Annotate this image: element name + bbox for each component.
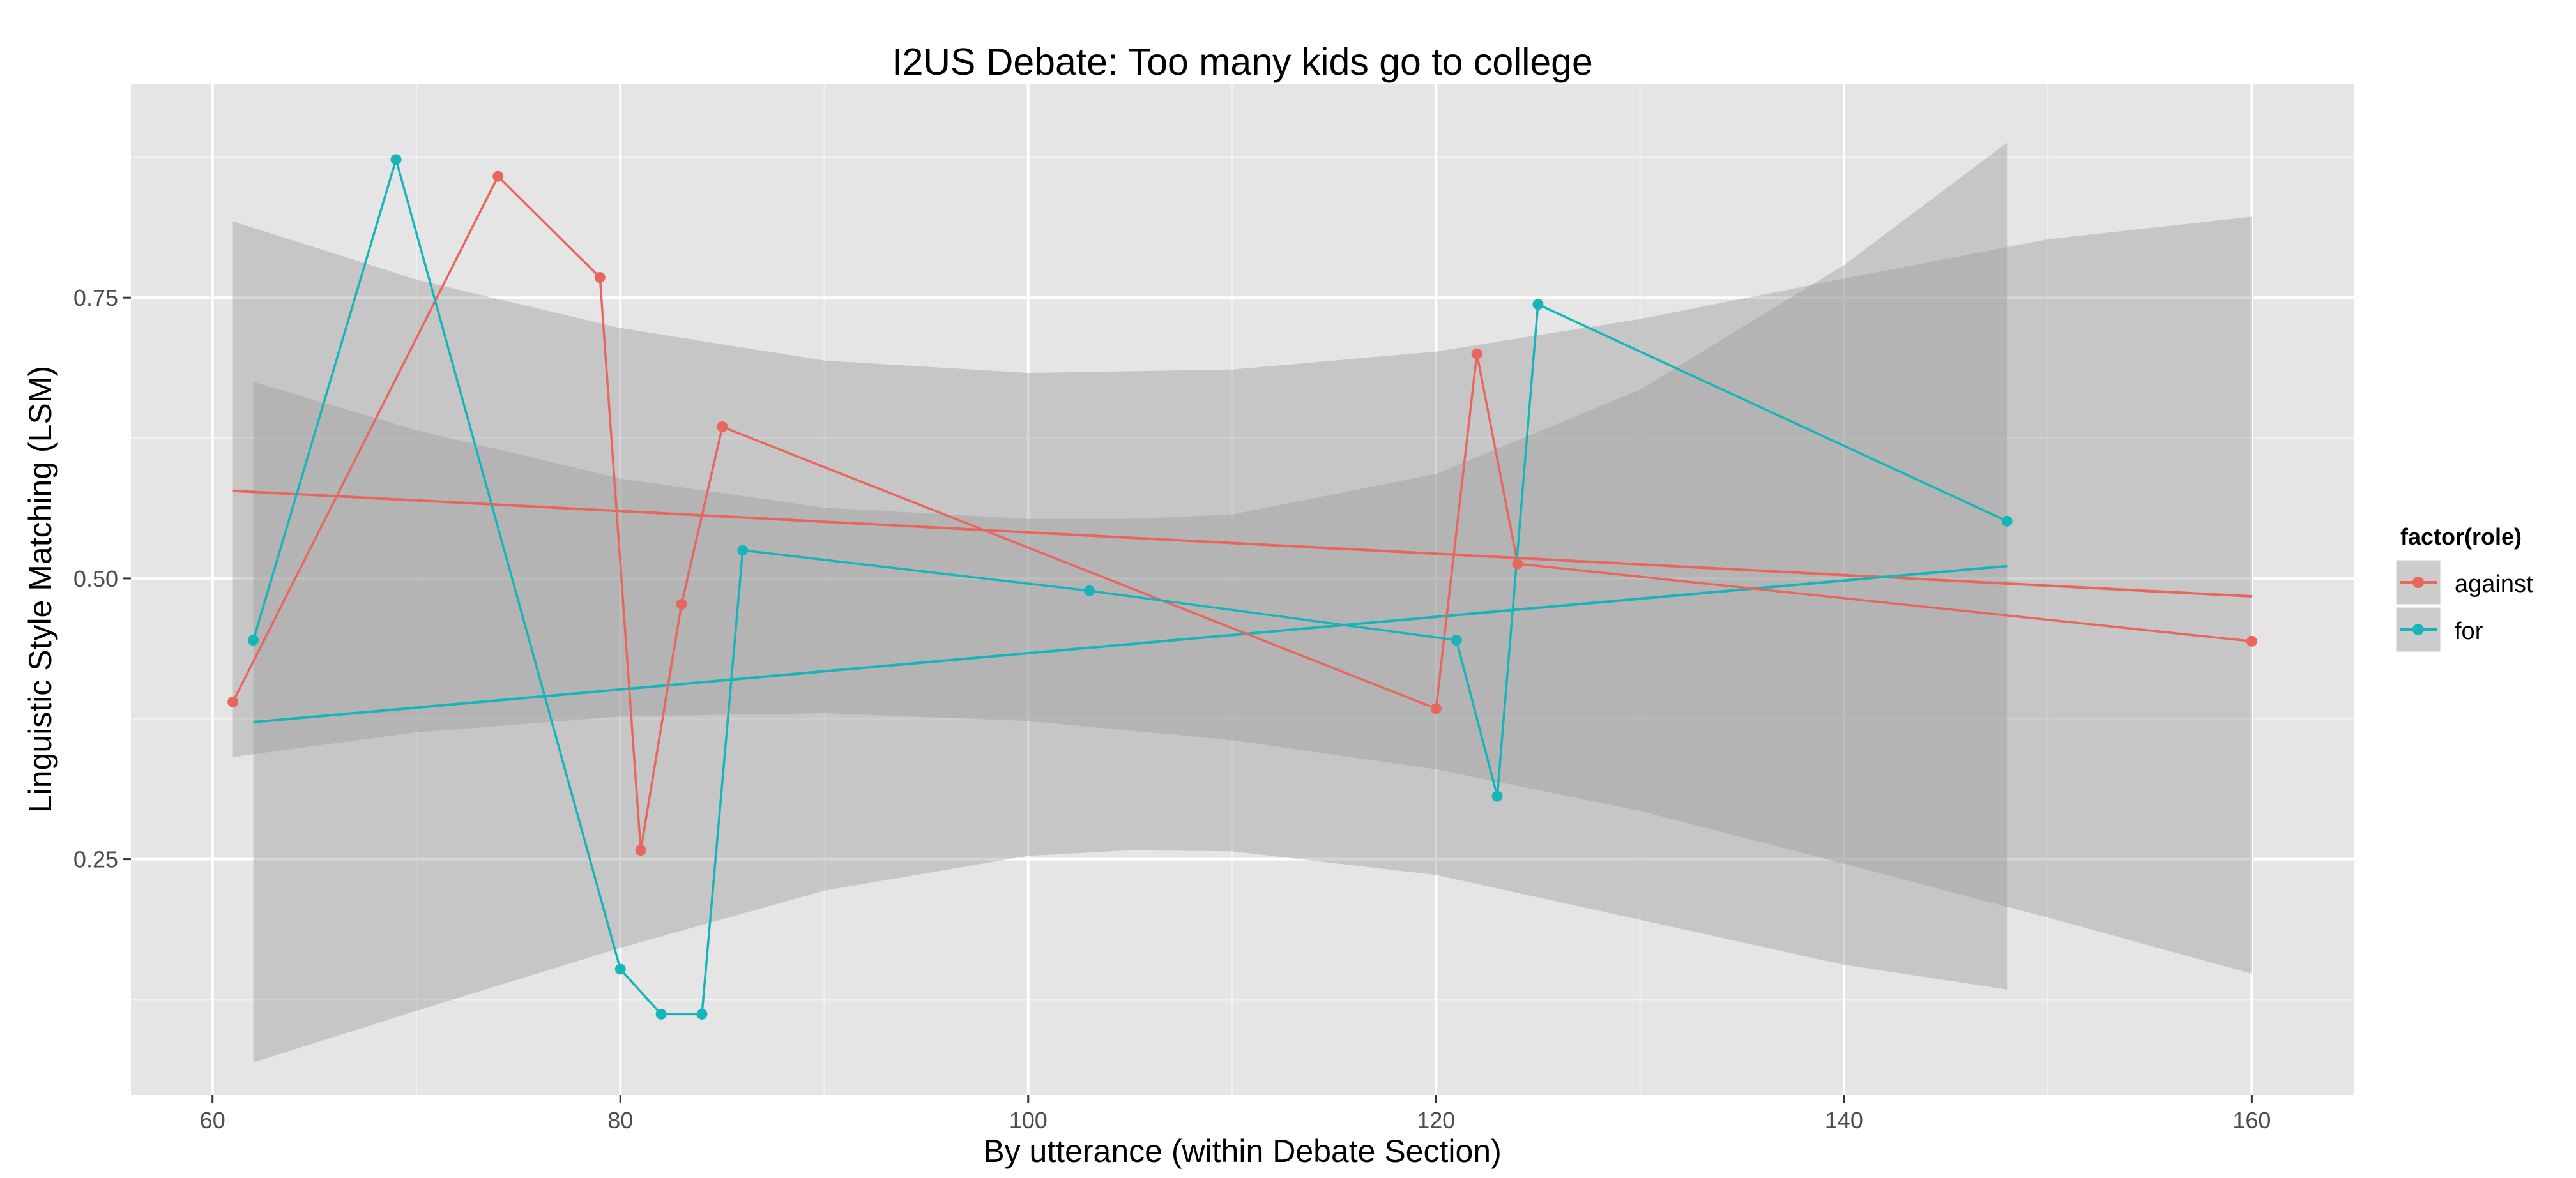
x-axis-title: By utterance (within Debate Section) bbox=[983, 1133, 1502, 1169]
data-point-against bbox=[1471, 348, 1482, 359]
y-tick-label: 0.25 bbox=[73, 847, 118, 873]
data-point-for bbox=[1491, 790, 1503, 802]
x-tick-label: 100 bbox=[1009, 1107, 1048, 1133]
data-point-against bbox=[492, 170, 504, 182]
data-point-against bbox=[1512, 558, 1523, 570]
legend: factor(role) against for bbox=[2394, 524, 2533, 654]
series-points bbox=[227, 154, 2257, 1020]
data-point-against bbox=[635, 845, 646, 856]
legend-label-against: against bbox=[2455, 571, 2533, 598]
x-tick-label: 120 bbox=[1417, 1107, 1455, 1133]
y-axis-ticks: 0.25 0.50 0.75 bbox=[73, 285, 131, 873]
legend-key-point-against bbox=[2412, 577, 2424, 588]
x-tick-label: 160 bbox=[2232, 1107, 2271, 1133]
y-axis-title: Linguistic Style Matching (LSM) bbox=[22, 366, 58, 813]
legend-keys bbox=[2394, 558, 2443, 654]
series-line-against bbox=[232, 175, 2252, 852]
x-tick-label: 140 bbox=[1825, 1107, 1863, 1133]
data-point-for bbox=[614, 963, 626, 975]
data-point-against bbox=[2246, 635, 2257, 647]
data-point-for bbox=[248, 635, 259, 646]
trend-line-against bbox=[232, 489, 2252, 598]
data-point-for bbox=[1532, 299, 1544, 310]
data-point-against bbox=[594, 272, 606, 283]
legend-key-point-for bbox=[2412, 624, 2424, 635]
data-point-for bbox=[696, 1008, 708, 1020]
x-axis-ticks: 60 80 100 120 140 160 bbox=[200, 1095, 2271, 1133]
data-point-against bbox=[717, 421, 728, 432]
plot-panel bbox=[131, 84, 2354, 1095]
x-tick-label: 80 bbox=[607, 1107, 633, 1133]
confidence-bands bbox=[232, 142, 2252, 1062]
data-point-for bbox=[1084, 585, 1095, 596]
data-point-against bbox=[1430, 703, 1442, 714]
confidence-band-for bbox=[253, 142, 2008, 1062]
chart-title: I2US Debate: Too many kids go to college bbox=[892, 41, 1593, 83]
data-point-against bbox=[227, 696, 239, 707]
x-tick-label: 60 bbox=[200, 1107, 225, 1133]
data-point-for bbox=[655, 1008, 667, 1020]
data-point-for bbox=[737, 545, 749, 556]
y-tick-label: 0.50 bbox=[73, 566, 118, 592]
confidence-band-against bbox=[232, 216, 2252, 974]
data-point-for bbox=[2001, 515, 2013, 527]
data-point-against bbox=[676, 598, 687, 610]
major-gridlines bbox=[131, 84, 2354, 1095]
legend-label-for: for bbox=[2455, 618, 2483, 645]
minor-gridlines bbox=[131, 84, 2354, 1095]
y-tick-label: 0.75 bbox=[73, 285, 118, 311]
data-point-for bbox=[1451, 635, 1462, 646]
legend-title: factor(role) bbox=[2400, 524, 2522, 550]
data-point-for bbox=[390, 154, 402, 165]
